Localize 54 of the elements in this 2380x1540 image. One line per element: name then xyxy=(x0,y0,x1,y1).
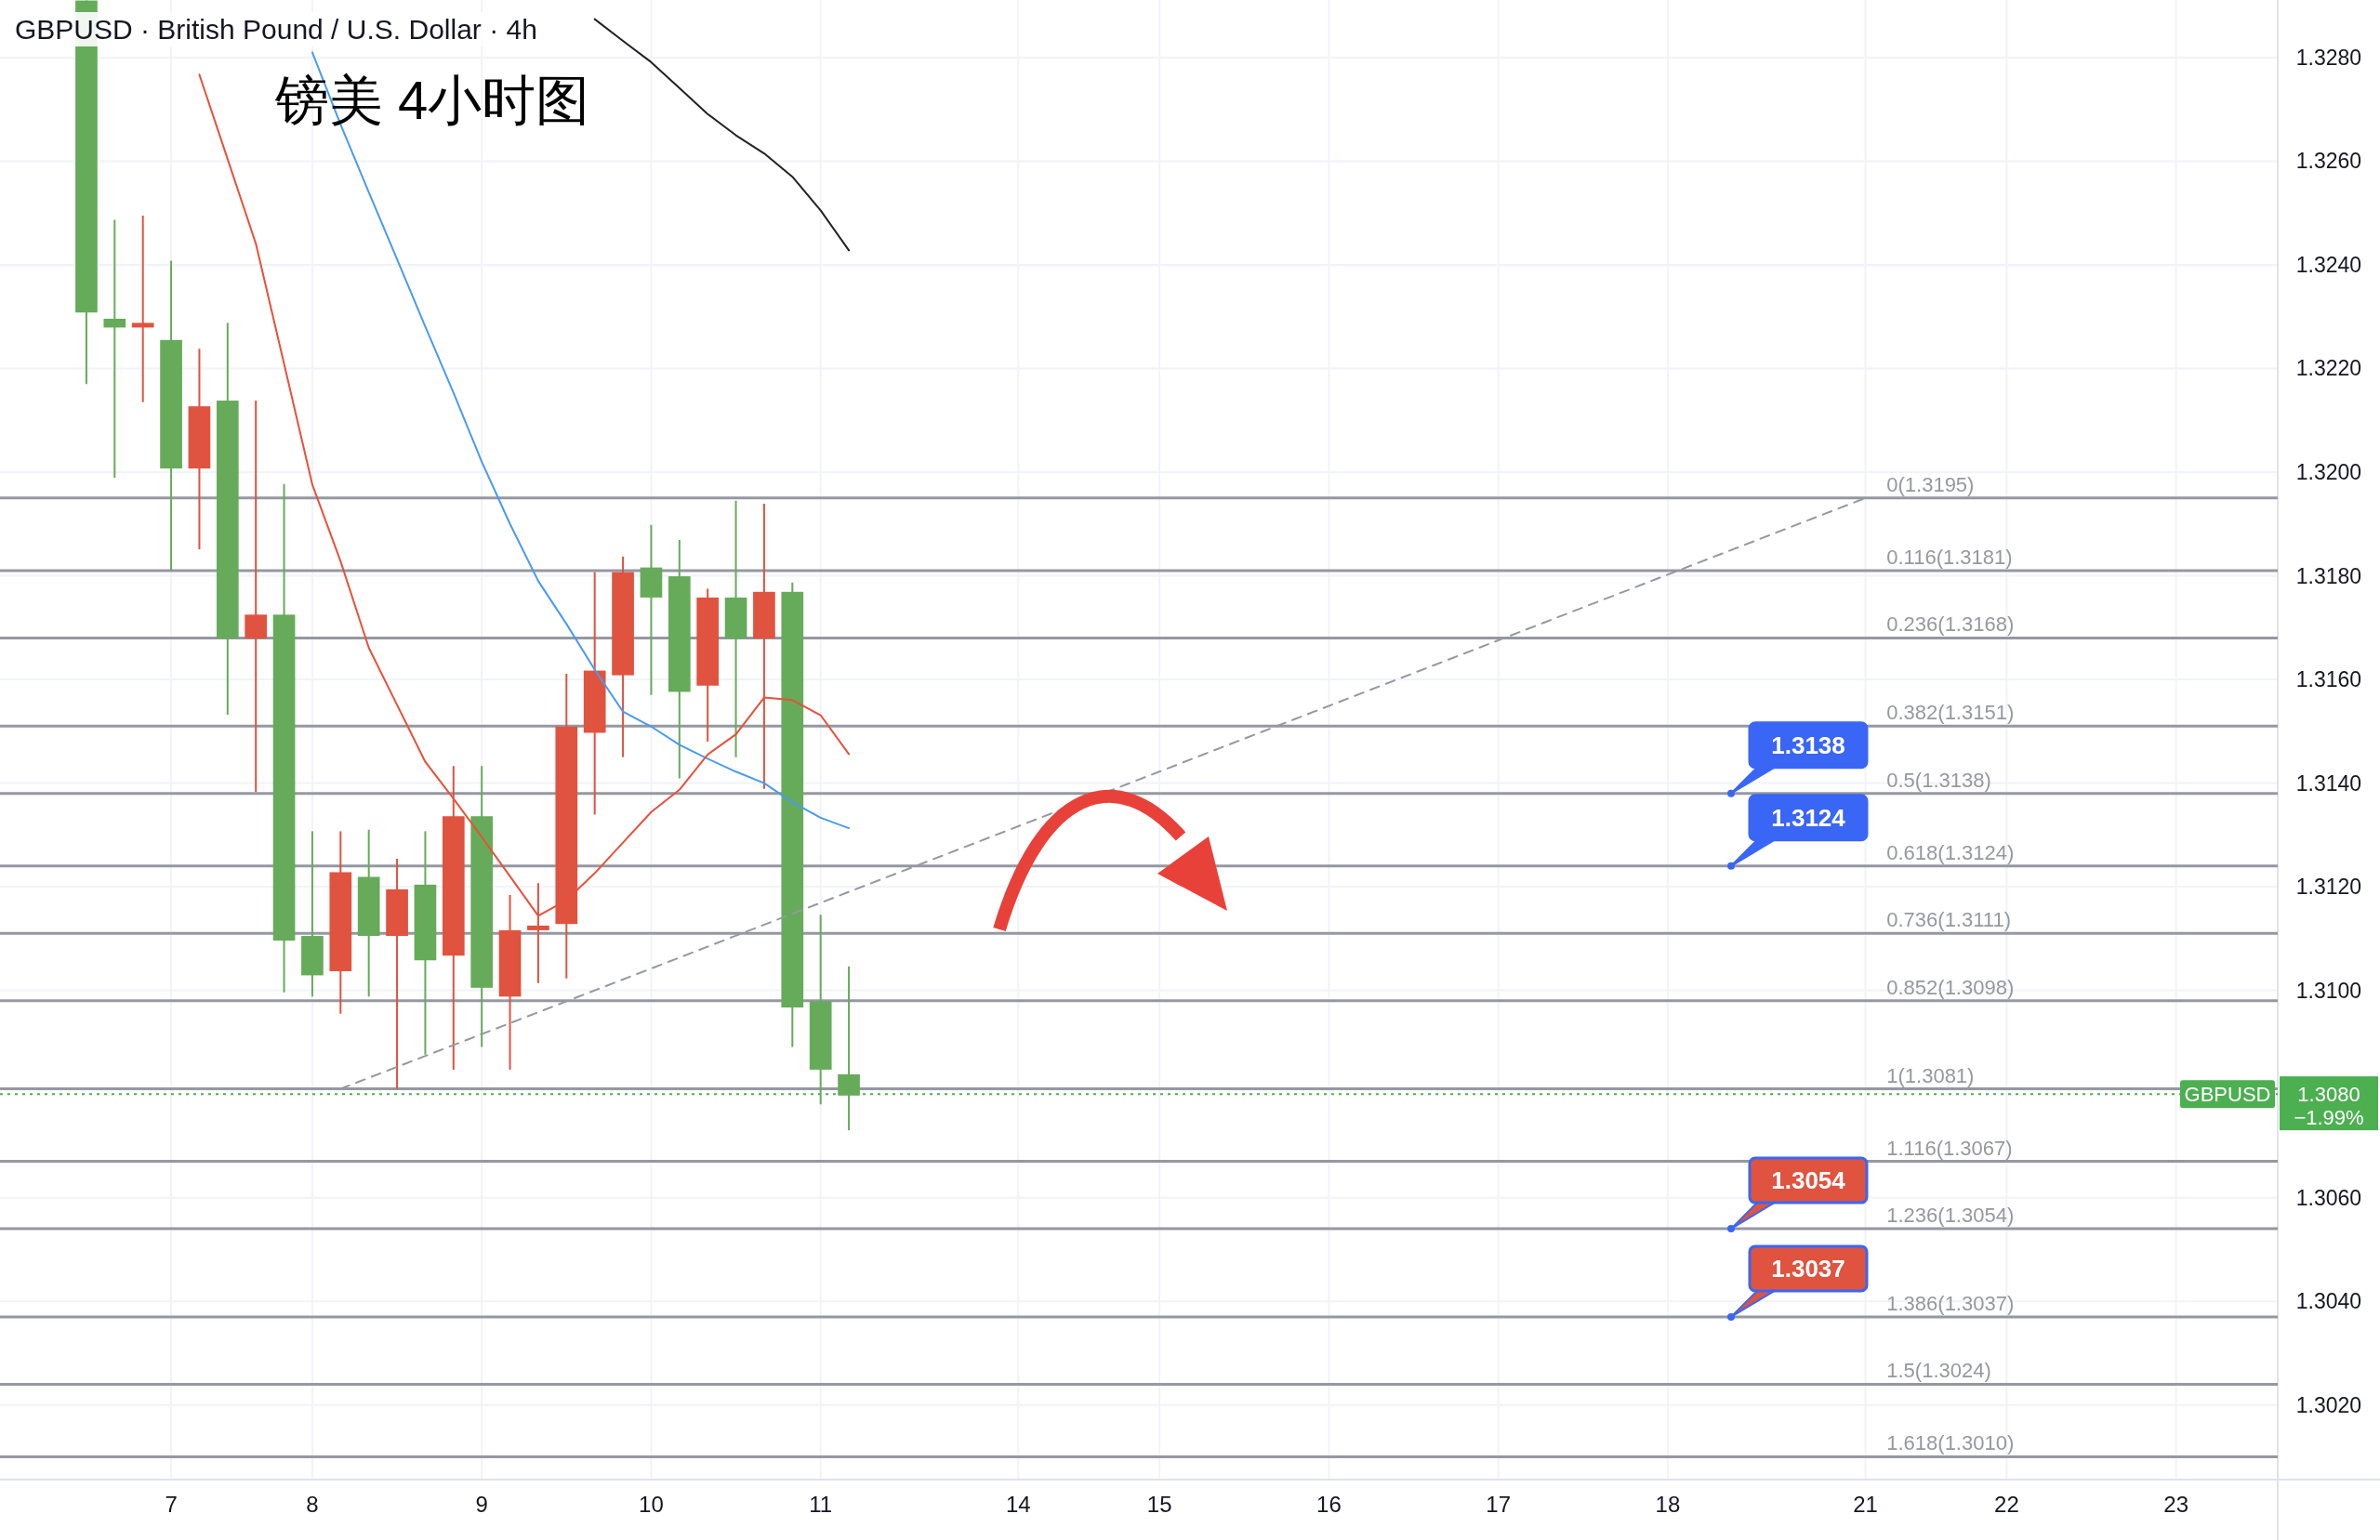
price-tag: GBPUSD 1.3080 −1.99% xyxy=(2180,1076,2378,1131)
y-tick-label: 1.3260 xyxy=(2295,149,2362,174)
y-tick-label: 1.3120 xyxy=(2295,875,2362,900)
ref-line-label: 0(1.3195) xyxy=(1886,472,1975,496)
x-tick-label: 18 xyxy=(1655,1492,1681,1517)
callout: 1.3138 xyxy=(1727,721,1869,797)
callout: 1.3054 xyxy=(1727,1156,1869,1233)
annotation: 1.3124 xyxy=(1771,803,1846,832)
y-tick-label: 1.3280 xyxy=(2295,45,2362,70)
ref-line-label: 0.618(1.3124) xyxy=(1886,840,2015,864)
ref-line-label: 1.236(1.3054) xyxy=(1886,1204,2015,1228)
callout: 1.3124 xyxy=(1727,794,1869,870)
ref-line-label: 1.618(1.3010) xyxy=(1886,1431,2015,1455)
annotation: 1.3138 xyxy=(1771,731,1845,759)
ref-line-label: 1.386(1.3037) xyxy=(1886,1291,2015,1315)
y-tick-label: 1.3240 xyxy=(2295,252,2362,277)
ref-line-label: 1.116(1.3067) xyxy=(1886,1136,2013,1160)
annotation: 1.3037 xyxy=(1771,1254,1845,1283)
x-tick-label: 8 xyxy=(306,1492,319,1517)
x-tick-label: 16 xyxy=(1316,1492,1342,1517)
y-tick-label: 1.3220 xyxy=(2295,356,2362,381)
y-tick-label: 1.3140 xyxy=(2295,770,2362,796)
ref-line-label: 0.116(1.3181) xyxy=(1886,545,2013,569)
x-tick-label: 23 xyxy=(2163,1492,2188,1517)
x-tick-label: 17 xyxy=(1486,1492,1512,1517)
y-tick-label: 1.3100 xyxy=(2295,978,2362,1003)
x-tick-label: 15 xyxy=(1146,1492,1172,1517)
y-tick-label: 1.3180 xyxy=(2295,563,2362,588)
x-tick-label: 14 xyxy=(1005,1492,1031,1517)
line-series xyxy=(198,73,851,917)
y-tick-label: 1.3040 xyxy=(2295,1289,2362,1314)
ref-line-label: 0.5(1.3138) xyxy=(1886,768,1991,792)
ref-line-label: 0.236(1.3168) xyxy=(1886,612,2015,637)
text: 镑美 4小时图 xyxy=(274,70,590,130)
x-tick-label: 9 xyxy=(475,1492,488,1517)
ref-line-label: 0.736(1.3111) xyxy=(1886,908,2011,932)
line-series xyxy=(593,18,851,252)
ref-line-label: 0.852(1.3098) xyxy=(1886,975,2015,999)
y-tick-label: 1.3020 xyxy=(2295,1392,2362,1417)
ref-line-label: 1(1.3081) xyxy=(1886,1063,1975,1087)
callout: 1.3037 xyxy=(1727,1244,1869,1321)
annotation: 1.3054 xyxy=(1771,1166,1846,1195)
x-tick-label: 10 xyxy=(639,1492,664,1517)
ref-line-label: GBPUSD xyxy=(2184,1083,2271,1107)
x-tick-label: 22 xyxy=(1994,1492,2019,1517)
text: GBPUSD · British Pound / U.S. Dollar · 4h xyxy=(15,14,537,45)
y-tick-label: 1.3200 xyxy=(2295,459,2362,484)
x-tick-label: 11 xyxy=(809,1492,833,1517)
ref-line-label: 0.382(1.3151) xyxy=(1886,701,2015,725)
y-tick-label: 1.3060 xyxy=(2295,1185,2362,1210)
ref-line-label: 1.5(1.3024) xyxy=(1886,1359,1991,1383)
x-tick-label: 21 xyxy=(1853,1492,1878,1517)
y-tick-label: 1.3160 xyxy=(2295,667,2362,692)
x-tick-label: 7 xyxy=(165,1492,178,1517)
